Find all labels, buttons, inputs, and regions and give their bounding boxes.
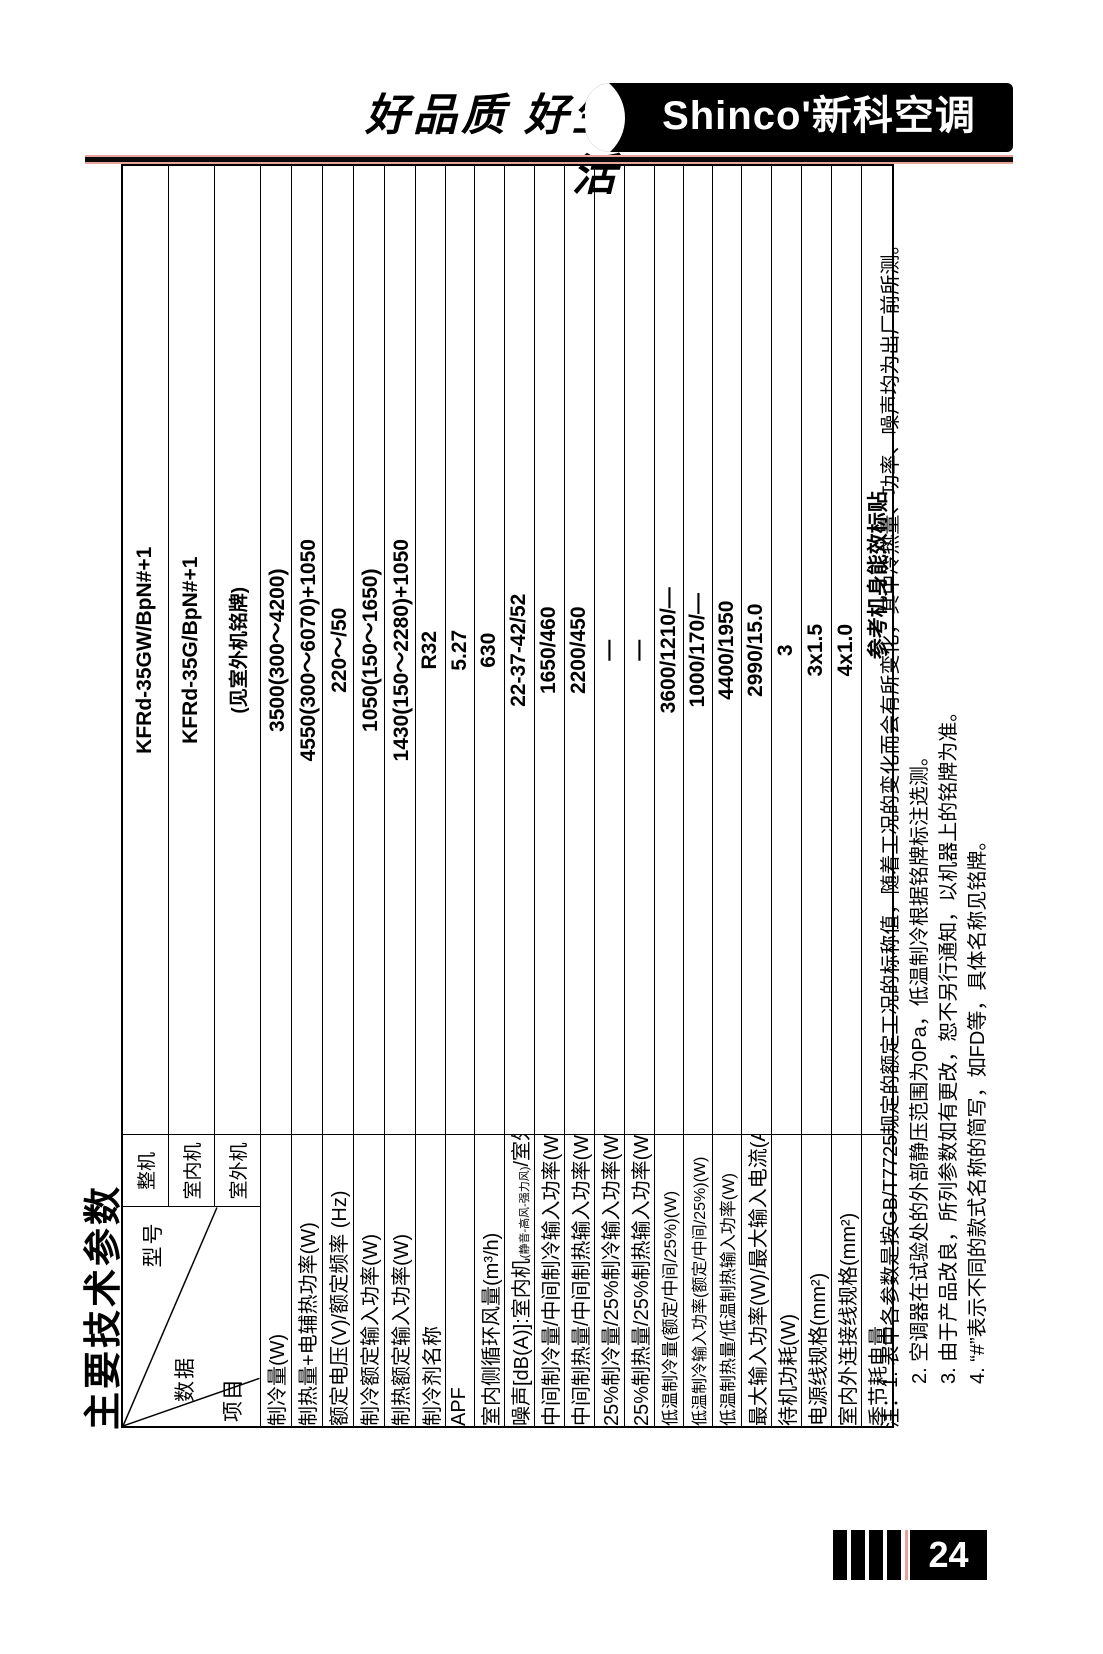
row-label: 室内机: [168, 1135, 214, 1207]
rule-pink-top: [85, 155, 1013, 157]
footer-bar-icon: [869, 1530, 883, 1580]
table-row: 中间制热量/中间制热输入功率(W) 2200/450: [564, 165, 594, 1427]
row-value: 2990/15.0: [741, 165, 771, 1135]
row-label: 室外机: [214, 1135, 260, 1207]
row-label: 低温制冷量(额定/中间/25%)(W): [654, 1135, 683, 1427]
row-value: 4400/1950: [712, 165, 741, 1135]
table-row: 制冷额定输入功率(W) 1050(150～1650): [353, 165, 384, 1427]
note-prefix: 注：: [880, 1388, 902, 1428]
row-label: 制冷额定输入功率(W): [353, 1135, 384, 1427]
rotated-spec-sheet: 主要技术参数 型号 数据 项目 整机 KFRd-35GW/BpN#+1 室内机 …: [83, 150, 1000, 1450]
corner-data-label: 数据: [174, 1356, 197, 1402]
row-value: 220～/50: [322, 165, 353, 1135]
table-row: 室内外连接线规格(mm²) 4x1.0: [831, 165, 861, 1427]
table-row: 低温制热量/低温制热输入功率(W) 4400/1950: [712, 165, 741, 1427]
header-rule: [85, 155, 1013, 164]
diagonal-lines-icon: [123, 1207, 260, 1426]
row-value: 5.27: [445, 165, 474, 1135]
table-row: 额定电压(V)/额定频率 (Hz) 220～/50: [322, 165, 353, 1427]
row-value: 1050(150～1650): [353, 165, 384, 1135]
row-label: 噪声[dB(A)]:室内机(静音-高风-强力风)/室外机: [504, 1135, 534, 1427]
row-label: 整机: [122, 1135, 168, 1207]
rule-pink-bottom: [85, 162, 1013, 164]
footnotes: 注：1. 表中各参数是按GB/T7725规定的额定工况的标称值，随着工况的变化而…: [877, 158, 993, 1428]
row-label: 额定电压(V)/额定频率 (Hz): [322, 1135, 353, 1427]
row-value: 22-37-42/52: [504, 165, 534, 1135]
row-value: (见室外机铭牌): [214, 165, 260, 1135]
row-value: 630: [474, 165, 504, 1135]
table-row: 制热额定输入功率(W) 1430(150～2280)+1050: [384, 165, 415, 1427]
footer-bar-icon: [833, 1530, 847, 1580]
row-label: 最大输入功率(W)/最大输入电流(A): [741, 1135, 771, 1427]
table-row: 低温制冷输入功率(额定/中间/25%)(W) 1000/170/—: [683, 165, 712, 1427]
table-row: 25%制热量/25%制热输入功率(W) —: [624, 165, 654, 1427]
table-row: 室内侧循环风量(m³/h) 630: [474, 165, 504, 1427]
note-line: 2. 空调器在试验处的外部静压范围为0Pa，低温制冷根据铭牌标注选测。: [909, 746, 931, 1384]
table-row: 制热量+电辅热功率(W) 4550(300～6070)+1050: [291, 165, 322, 1427]
page-number: 24: [910, 1530, 987, 1580]
row-label: 25%制冷量/25%制冷输入功率(W): [594, 1135, 624, 1427]
row-label: 制热量+电辅热功率(W): [291, 1135, 322, 1427]
row-value: 1430(150～2280)+1050: [384, 165, 415, 1135]
spec-table: 型号 数据 项目 整机 KFRd-35GW/BpN#+1 室内机 KFRd-35…: [121, 164, 894, 1428]
footer-page-badge: 24: [833, 1530, 987, 1580]
table-row: 最大输入功率(W)/最大输入电流(A) 2990/15.0: [741, 165, 771, 1427]
table-row: 待机功耗(W) 3: [771, 165, 801, 1427]
row-label: 低温制热量/低温制热输入功率(W): [712, 1135, 741, 1427]
row-label: 室内外连接线规格(mm²): [831, 1135, 861, 1427]
table-row: 中间制冷量/中间制冷输入功率(W) 1650/460: [534, 165, 564, 1427]
page-title: 主要技术参数: [83, 1183, 125, 1430]
row-value: 4x1.0: [831, 165, 861, 1135]
row-value: 3: [771, 165, 801, 1135]
table-corner-cell: 型号 数据 项目: [122, 1207, 260, 1427]
row-label: 待机功耗(W): [771, 1135, 801, 1427]
table-row: 25%制冷量/25%制冷输入功率(W) —: [594, 165, 624, 1427]
table-row: 制冷量(W) 3500(300～4200): [260, 165, 291, 1427]
slogan-calligraphy: 好品质 好生活: [365, 91, 620, 200]
corner-model-label: 型号: [142, 1221, 165, 1268]
row-label: 电源线规格(mm²): [801, 1135, 831, 1427]
note-line: 3. 由于产品改良，所列参数如有更改，恕不另行通知，以机器上的铭牌为准。: [938, 701, 960, 1384]
table-row: 噪声[dB(A)]:室内机(静音-高风-强力风)/室外机 22-37-42/52: [504, 165, 534, 1427]
row-label: 25%制热量/25%制热输入功率(W): [624, 1135, 654, 1427]
row-value: 2200/450: [564, 165, 594, 1135]
rule-black: [85, 157, 1013, 162]
footer-pink-divider: [905, 1530, 908, 1580]
corner-item-label: 项目: [222, 1378, 245, 1422]
table-row: 制冷剂名称 R32: [415, 165, 445, 1427]
brand-banner: Shinco'新科空调: [585, 83, 1013, 152]
table-row: APF 5.27: [445, 165, 474, 1427]
row-label: 中间制冷量/中间制冷输入功率(W): [534, 1135, 564, 1427]
note-text: 1. 表中各参数是按GB/T7725规定的额定工况的标称值，随着工况的变化而会有…: [880, 234, 902, 1388]
row-value: R32: [415, 165, 445, 1135]
table-row: 型号 数据 项目 整机 KFRd-35GW/BpN#+1: [122, 165, 260, 1427]
row-value: 4550(300～6070)+1050: [291, 165, 322, 1135]
row-value: 1000/170/—: [683, 165, 712, 1135]
row-value: KFRd-35GW/BpN#+1: [122, 165, 168, 1135]
row-label: APF: [445, 1135, 474, 1427]
row-label: 中间制热量/中间制热输入功率(W): [564, 1135, 594, 1427]
row-label: 制冷量(W): [260, 1135, 291, 1427]
row-label: 制冷剂名称: [415, 1135, 445, 1427]
footer-bar-icon: [887, 1530, 901, 1580]
row-label: 室内侧循环风量(m³/h): [474, 1135, 504, 1427]
row-value: 1650/460: [534, 165, 564, 1135]
row-label: 制热额定输入功率(W): [384, 1135, 415, 1427]
row-label: 低温制冷输入功率(额定/中间/25%)(W): [683, 1135, 712, 1427]
note-line: 4. “#”表示不同的款式名称的简写，如FD等，具体名称见铭牌。: [967, 830, 989, 1384]
footer-bar-icon: [851, 1530, 865, 1580]
brand-logo-text: Shinco'新科空调: [662, 94, 976, 138]
table-row: 电源线规格(mm²) 3x1.5: [801, 165, 831, 1427]
row-value: 3600/1210/—: [654, 165, 683, 1135]
row-value: 3500(300～4200): [260, 165, 291, 1135]
row-value: —: [594, 165, 624, 1135]
row-value: 3x1.5: [801, 165, 831, 1135]
row-value: —: [624, 165, 654, 1135]
table-row: 低温制冷量(额定/中间/25%)(W) 3600/1210/—: [654, 165, 683, 1427]
row-value: KFRd-35G/BpN#+1: [168, 165, 214, 1135]
note-line: 注：1. 表中各参数是按GB/T7725规定的额定工况的标称值，随着工况的变化而…: [877, 158, 906, 1428]
